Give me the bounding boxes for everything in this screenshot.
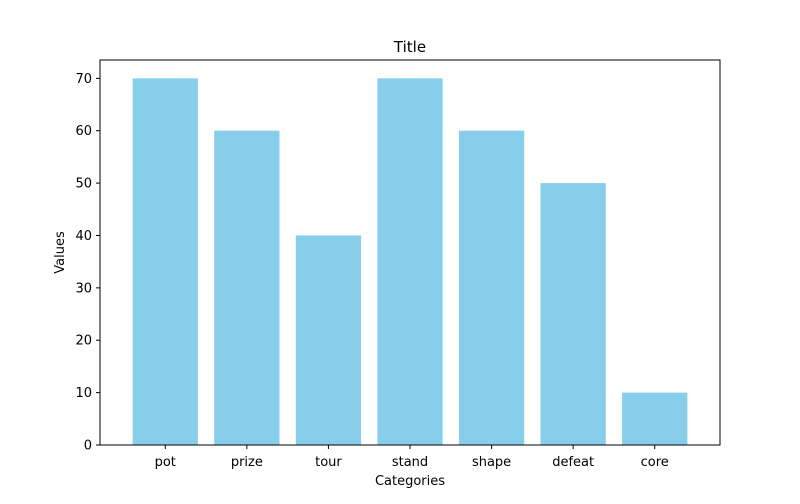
y-tick-label: 70	[75, 72, 92, 87]
bar-stand	[377, 78, 443, 445]
y-tick-label: 20	[75, 334, 92, 349]
x-tick-label: stand	[392, 455, 428, 470]
x-tick-label: core	[641, 455, 669, 470]
y-tick-label: 30	[75, 281, 92, 296]
bars-layer	[132, 78, 688, 445]
x-tick-label: pot	[155, 455, 176, 470]
y-axis-label: Values	[53, 231, 68, 274]
plot-area-frame	[99, 59, 721, 446]
bar-tour	[295, 235, 362, 445]
bar-prize	[214, 130, 280, 445]
x-tick-label: prize	[231, 455, 263, 470]
bar-core	[622, 392, 688, 445]
ticks-layer: pot prize tour stand shape defeat core 0 10 20 30 4…	[75, 72, 668, 470]
x-tick-label: shape	[472, 455, 511, 470]
y-tick-label: 0	[84, 439, 92, 454]
x-tick-label: defeat	[552, 455, 594, 470]
bar-defeat	[540, 183, 606, 445]
y-tick-label: 40	[75, 229, 92, 244]
y-tick-label: 60	[75, 124, 92, 139]
bar-shape	[458, 130, 525, 445]
x-axis-label: Categories	[375, 474, 445, 489]
y-tick-label: 10	[75, 386, 92, 401]
x-tick-label: tour	[315, 455, 342, 470]
chart-title: Title	[393, 38, 426, 56]
bar-pot	[132, 78, 198, 445]
y-tick-label: 50	[75, 177, 92, 192]
